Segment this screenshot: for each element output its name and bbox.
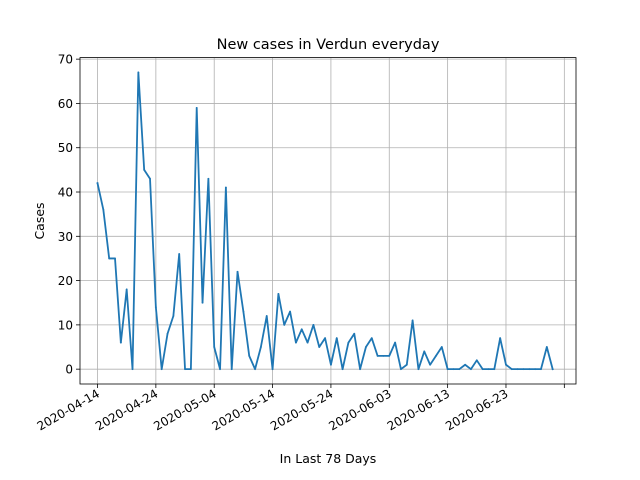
data-point: [429, 363, 432, 366]
data-point: [330, 363, 332, 366]
data-point: [359, 368, 361, 371]
data-point: [125, 288, 128, 291]
data-point: [417, 368, 420, 371]
data-point: [289, 310, 291, 313]
y-tick-label: 70: [58, 53, 73, 67]
y-tick-label: 10: [58, 318, 73, 332]
data-point: [283, 323, 286, 326]
y-tick-label: 0: [65, 363, 73, 377]
data-point: [522, 368, 525, 371]
data-point: [493, 368, 496, 371]
y-tick-label: 50: [58, 141, 73, 155]
data-point: [172, 315, 175, 317]
data-point: [277, 292, 280, 295]
data-point: [178, 253, 181, 255]
data-point: [224, 186, 227, 189]
data-point: [300, 328, 303, 331]
data-point: [452, 368, 455, 371]
x-axis-label: In Last 78 Days: [280, 451, 377, 466]
data-point: [119, 341, 122, 344]
data-point: [306, 341, 309, 344]
data-point: [382, 354, 385, 357]
data-point: [347, 341, 350, 344]
data-point: [143, 168, 146, 171]
data-point: [440, 346, 443, 348]
y-tick-label: 40: [58, 186, 73, 200]
data-point: [236, 270, 239, 273]
data-point: [405, 363, 408, 366]
data-point: [259, 346, 262, 348]
data-point: [464, 363, 467, 366]
data-point: [230, 368, 233, 371]
data-point: [394, 341, 397, 344]
data-point: [242, 310, 245, 313]
data-point: [295, 341, 297, 344]
data-point: [540, 368, 542, 371]
data-point: [318, 346, 321, 348]
data-point: [108, 257, 111, 260]
data-point: [265, 315, 268, 317]
data-point: [324, 337, 326, 340]
data-point: [400, 368, 402, 371]
data-point: [446, 368, 449, 371]
grid: [80, 57, 576, 384]
data-point: [154, 306, 157, 309]
data-point: [207, 177, 210, 180]
data-point: [271, 368, 274, 371]
data-point: [160, 368, 163, 371]
data-point: [201, 301, 204, 304]
data-point: [254, 368, 256, 371]
data-point: [213, 346, 216, 348]
data-point: [505, 363, 507, 366]
data-point: [411, 319, 414, 322]
data-point: [195, 106, 198, 109]
data-point: [376, 354, 379, 357]
data-point: [114, 257, 116, 260]
y-tick-label: 60: [58, 97, 73, 111]
data-point: [499, 337, 502, 340]
data-point: [534, 368, 537, 371]
data-point: [166, 332, 169, 335]
data-point: [341, 368, 344, 371]
data-point: [516, 368, 519, 371]
data-point: [184, 368, 186, 371]
data-point: [475, 359, 478, 362]
data-point: [248, 354, 251, 357]
data-point: [370, 337, 373, 340]
data-point: [423, 350, 426, 353]
data-point: [481, 368, 484, 371]
chart-title: New cases in Verdun everyday: [217, 37, 440, 53]
y-axis-label: Cases: [32, 202, 47, 239]
data-point: [388, 354, 391, 357]
data-point: [335, 337, 338, 340]
data-point: [435, 354, 437, 357]
data-point: [458, 368, 461, 371]
data-points: [96, 71, 554, 371]
data-point: [470, 368, 472, 371]
y-tick-label: 20: [58, 274, 73, 288]
data-point: [189, 368, 192, 371]
data-point: [528, 368, 531, 371]
data-point: [131, 368, 134, 371]
y-ticks: 0 10 20 30 40 50 60 70: [58, 53, 80, 377]
data-point: [219, 368, 221, 371]
data-point: [149, 177, 151, 180]
data-point: [487, 368, 490, 371]
data-point: [96, 182, 99, 185]
data-point: [137, 71, 140, 74]
data-point: [510, 368, 513, 371]
data-point: [551, 368, 554, 371]
axes-frame: [79, 57, 577, 385]
data-point: [365, 346, 367, 348]
data-point: [545, 346, 548, 348]
data-point: [312, 323, 315, 326]
data-point: [102, 208, 105, 211]
data-point: [353, 332, 356, 335]
y-tick-label: 30: [58, 230, 73, 244]
plot-area-border: [79, 57, 577, 385]
